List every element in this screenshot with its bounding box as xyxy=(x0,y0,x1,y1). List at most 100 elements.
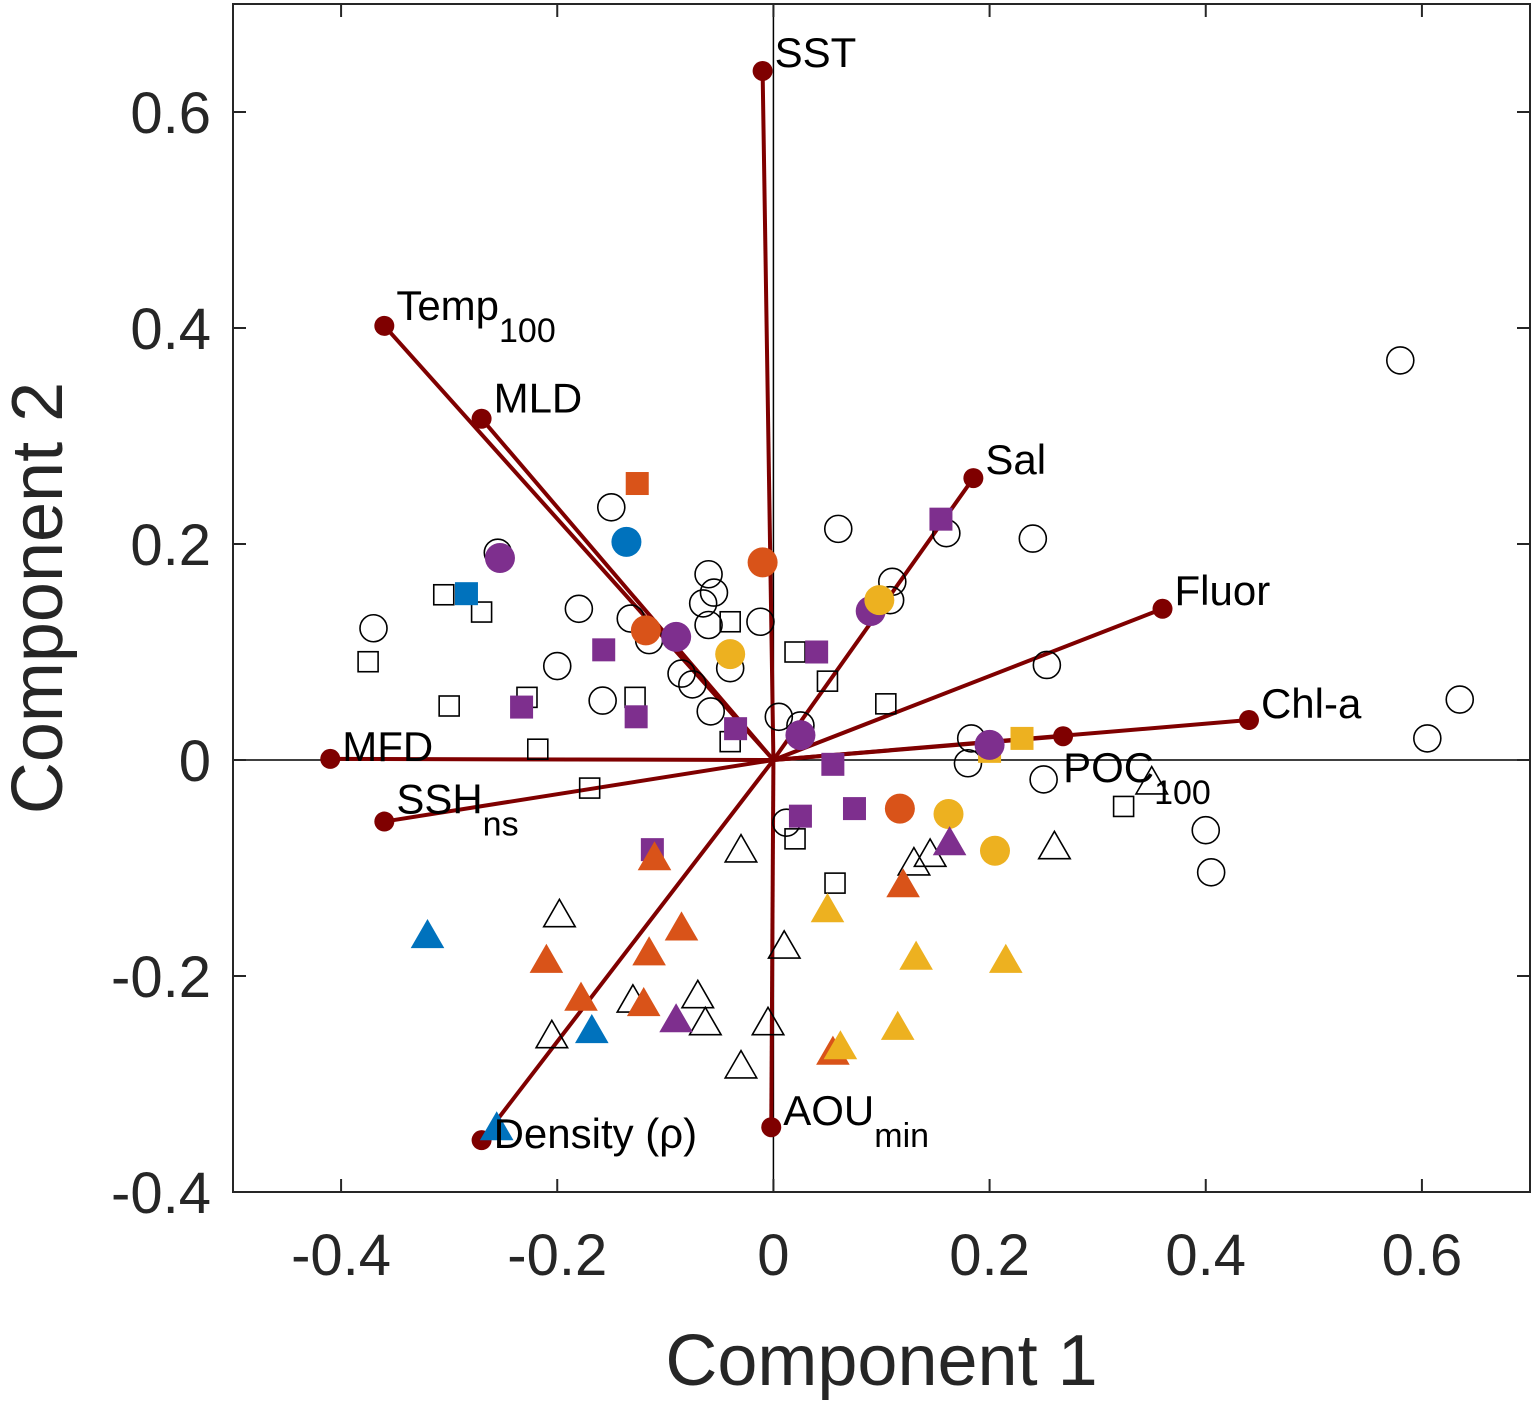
point-triangle-none xyxy=(723,832,759,863)
point-circle-blue xyxy=(611,526,642,557)
point-triangle-none xyxy=(542,897,577,928)
point-triangle-orange xyxy=(564,981,598,1011)
point-circle-none xyxy=(564,594,594,624)
point-circle-purple xyxy=(661,621,692,652)
point-circle-none xyxy=(667,659,696,688)
point-circle-orange xyxy=(747,547,778,578)
vector-mld xyxy=(480,417,775,762)
y-tick-label: -0.2 xyxy=(111,945,211,1010)
point-circle-none xyxy=(588,686,617,715)
point-circle-none xyxy=(1191,815,1221,845)
point-circle-none xyxy=(1196,858,1226,887)
point-circle-yellow xyxy=(933,799,964,829)
y-tick-label: -0.4 xyxy=(111,1161,211,1226)
point-square-purple xyxy=(842,797,866,821)
y-tick-label: 0.4 xyxy=(130,297,211,362)
point-square-purple xyxy=(929,507,953,531)
vector-tip-aou xyxy=(761,1117,782,1138)
vector-labels: SST Temp100 MLD Sal Fluor Chl-a POC100 MFD SSHns… xyxy=(342,29,1362,1157)
vector-temp xyxy=(382,324,775,762)
point-circle-orange xyxy=(630,615,661,646)
point-circle-none xyxy=(542,651,572,681)
point-square-none xyxy=(526,738,549,761)
point-circle-none xyxy=(699,578,729,607)
point-triangle-none xyxy=(680,978,715,1009)
y-axis-title: Component 2 xyxy=(0,382,78,814)
point-circle-none xyxy=(694,559,723,589)
loading-vectors xyxy=(320,60,1259,1151)
vector-tip-fluor xyxy=(1152,598,1173,619)
point-square-purple xyxy=(805,640,829,664)
point-circle-none xyxy=(596,492,626,522)
vector-label-poc: POC100 xyxy=(1063,744,1211,812)
x-tick-label: -0.2 xyxy=(507,1223,607,1288)
point-circle-purple xyxy=(785,720,816,751)
vector-label-ssh: SSHns xyxy=(396,776,518,844)
x-tick-label: 0.4 xyxy=(1165,1223,1246,1288)
point-circle-none xyxy=(678,670,707,699)
vector-tip-temp xyxy=(374,315,395,336)
vector-tip-mfd xyxy=(320,748,341,769)
point-circle-none xyxy=(1413,724,1442,753)
x-axis-title: Component 1 xyxy=(665,1321,1097,1401)
vector-aou xyxy=(769,759,776,1128)
point-square-none xyxy=(357,650,379,673)
point-circle-none xyxy=(694,610,723,640)
point-square-none xyxy=(470,601,493,623)
point-triangle-yellow xyxy=(880,1010,915,1040)
plot-frame xyxy=(232,3,1531,1193)
vector-label-fluor: Fluor xyxy=(1175,567,1271,614)
x-tick-label: -0.4 xyxy=(291,1223,391,1288)
vector-label-temp: Temp100 xyxy=(396,282,555,350)
point-circle-yellow xyxy=(864,585,895,616)
point-triangle-none xyxy=(1134,764,1169,795)
point-triangle-blue xyxy=(479,1111,514,1141)
x-tick-label: 0 xyxy=(757,1223,789,1288)
point-square-none xyxy=(719,610,741,633)
vector-tip-poc xyxy=(1053,726,1074,747)
point-circle-none xyxy=(1018,524,1048,553)
vector-mfd xyxy=(330,756,774,762)
vector-label-density: Density (ρ) xyxy=(494,1110,698,1157)
point-triangle-blue xyxy=(575,1014,609,1044)
point-triangle-none xyxy=(534,1018,569,1049)
point-square-purple xyxy=(821,752,845,776)
point-triangle-yellow xyxy=(823,1030,858,1060)
point-square-none xyxy=(824,872,846,894)
point-triangle-purple xyxy=(659,1003,693,1033)
score-points xyxy=(357,346,1475,1141)
vector-label-sal: Sal xyxy=(985,436,1046,483)
point-circle-yellow xyxy=(979,835,1010,866)
vector-tip-chl-a xyxy=(1238,710,1259,731)
point-triangle-yellow xyxy=(989,943,1023,973)
point-triangle-none xyxy=(896,845,932,876)
point-circle-none xyxy=(696,697,726,726)
vector-label-aou: AOUmin xyxy=(783,1087,929,1155)
point-circle-purple xyxy=(974,729,1005,760)
point-circle-none xyxy=(359,613,388,643)
point-square-purple xyxy=(624,705,648,729)
y-tick-label: 0.2 xyxy=(130,513,211,578)
x-tick-label: 0.2 xyxy=(949,1223,1030,1288)
point-triangle-purple xyxy=(932,826,967,856)
point-square-purple xyxy=(724,717,748,741)
point-square-blue xyxy=(454,582,478,606)
point-triangle-orange xyxy=(529,943,564,973)
point-circle-none xyxy=(1445,685,1475,714)
point-triangle-orange xyxy=(886,868,920,898)
point-circle-none xyxy=(823,514,853,544)
point-square-none xyxy=(875,693,897,715)
point-triangle-orange xyxy=(626,987,661,1017)
point-circle-none xyxy=(1029,765,1058,794)
point-square-none xyxy=(438,695,460,717)
vector-tip-mld xyxy=(471,408,492,429)
x-tick-label: 0.6 xyxy=(1382,1223,1463,1288)
vector-sst xyxy=(760,70,776,761)
point-triangle-none xyxy=(767,929,802,959)
vector-tip-sst xyxy=(752,60,773,81)
point-circle-yellow xyxy=(715,639,746,670)
point-triangle-blue xyxy=(410,919,445,949)
point-circle-none xyxy=(1032,650,1062,680)
point-circle-orange xyxy=(884,793,915,824)
